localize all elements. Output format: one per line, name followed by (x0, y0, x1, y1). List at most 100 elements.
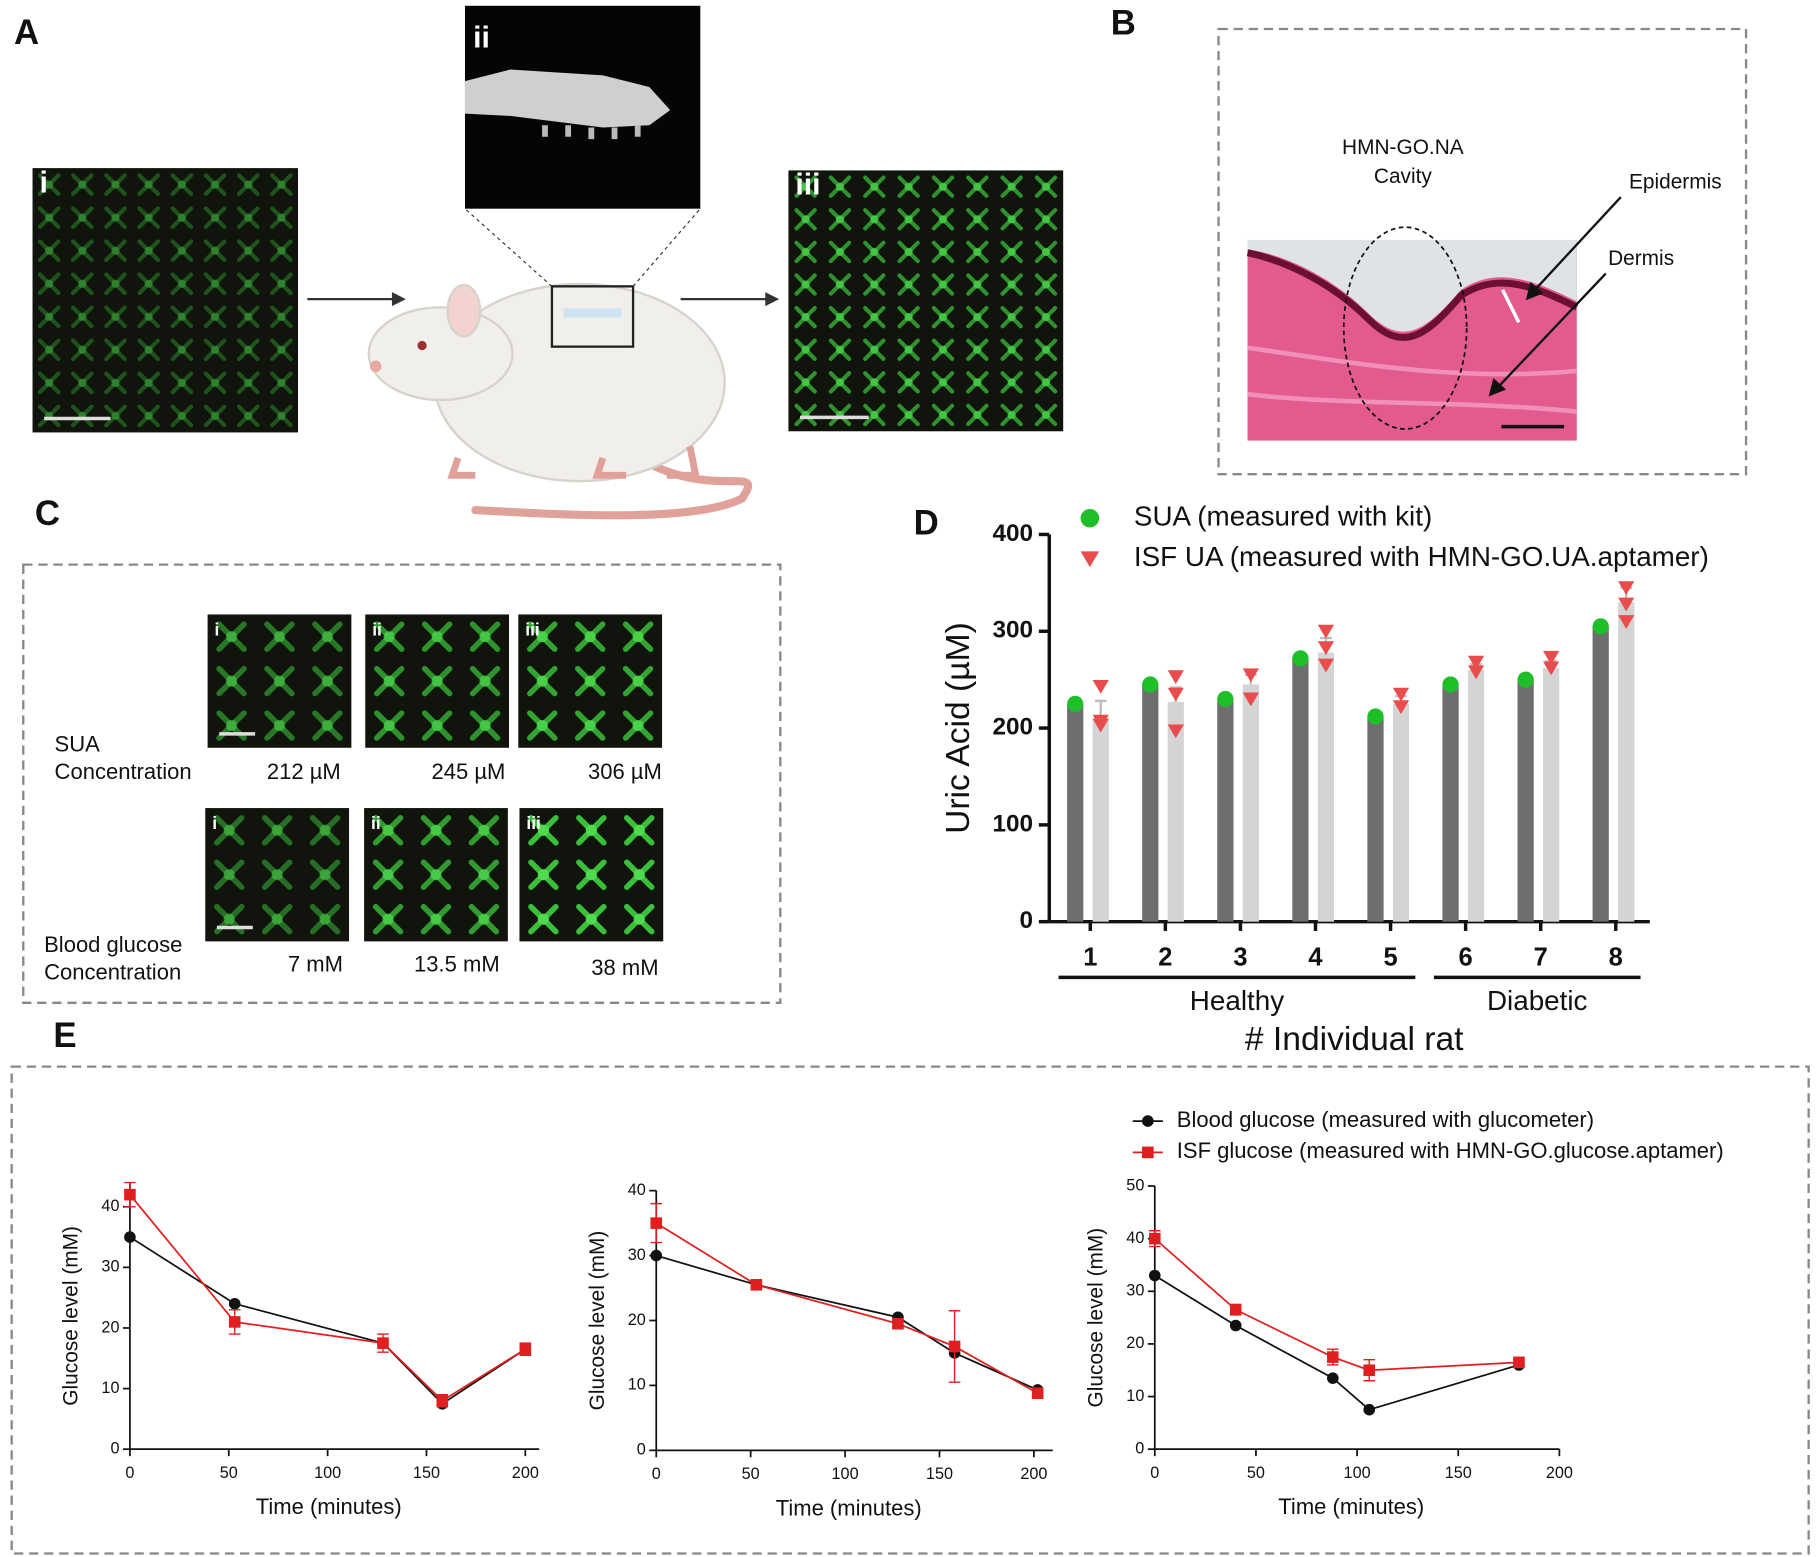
needle-spot (973, 215, 982, 224)
inset-label: ii (372, 619, 382, 639)
y-tick-label: 10 (101, 1379, 119, 1397)
bar (1442, 684, 1459, 922)
needle-spot (44, 213, 54, 222)
x-tick-label: 150 (1445, 1464, 1472, 1482)
needle-spot (633, 869, 645, 881)
zoom-line (464, 208, 553, 287)
data-point (1229, 1303, 1242, 1316)
data-point (1363, 1403, 1376, 1416)
y-tick-label: 20 (1126, 1334, 1144, 1352)
needle-spot (973, 247, 982, 257)
needle-spot (70, 404, 94, 428)
needle-spot (78, 246, 87, 255)
data-point (1467, 655, 1485, 670)
concentration: 7 mM (288, 952, 343, 977)
data-point (1317, 658, 1335, 673)
needle-spot (478, 869, 490, 881)
y-tick-label: 10 (628, 1376, 646, 1394)
panel-frame (1217, 27, 1748, 476)
concentration: 38 mM (591, 955, 658, 980)
needle-spot (104, 239, 127, 263)
needle-spot (210, 213, 220, 222)
y-axis-label: Glucose level (mM) (1084, 1228, 1107, 1408)
needle-spot (835, 215, 845, 224)
needle-spot (144, 213, 153, 222)
legend-label: ISF glucose (measured with HMN-GO.glucos… (1177, 1138, 1724, 1163)
y-tick-label: 0 (637, 1441, 646, 1459)
x-tick-label: 0 (125, 1464, 134, 1482)
needle-spot (236, 239, 260, 263)
annotation: HMN-GO.NA (1342, 136, 1464, 159)
needle-spot (104, 305, 127, 329)
needle-spot (1007, 345, 1016, 354)
arrow-head (765, 292, 780, 307)
y-tick-label: 100 (992, 810, 1033, 837)
x-tick-label: 3 (1233, 944, 1247, 972)
micrograph (32, 168, 299, 433)
data-point (377, 1337, 389, 1349)
bar (1167, 701, 1184, 922)
bar (1092, 718, 1109, 922)
x-tick-label: 150 (926, 1465, 953, 1483)
needle-spot (1007, 313, 1016, 322)
panel-frame (10, 1065, 1810, 1555)
needle-spot (870, 378, 879, 387)
x-tick-label: 100 (832, 1465, 859, 1483)
data-point (892, 1317, 904, 1330)
group-label: Healthy (1190, 985, 1284, 1016)
needle-spot (111, 411, 120, 421)
needle-spot (277, 279, 286, 288)
needle-spot (383, 675, 395, 687)
y-tick-label: 40 (1126, 1229, 1144, 1247)
data-point (1363, 1364, 1376, 1377)
needle-spot (1007, 247, 1016, 257)
needle-spot (1041, 378, 1051, 387)
needle-spot (938, 313, 948, 322)
bar (1592, 626, 1609, 922)
row-label: Concentration (55, 759, 192, 784)
y-tick-label: 300 (992, 617, 1033, 644)
needle-spot (277, 213, 286, 222)
needle-spot (478, 913, 490, 925)
needle-spot (70, 272, 94, 296)
data-point (228, 1316, 241, 1328)
data-point (1031, 1387, 1044, 1400)
needle-spot (973, 378, 982, 387)
row-label: Concentration (44, 960, 181, 985)
inset-label: i (212, 813, 217, 833)
needle-spot (321, 675, 333, 687)
needle-spot (973, 182, 982, 191)
row-label: Blood glucose (44, 932, 182, 957)
data-point (1592, 618, 1609, 635)
needle-spot (44, 279, 54, 288)
y-tick-label: 30 (628, 1246, 646, 1264)
needle-spot (537, 824, 550, 836)
needle-spot (244, 378, 253, 388)
arrow-head (1488, 377, 1507, 397)
needle-spot (479, 719, 491, 732)
needle-spot (144, 345, 153, 354)
panel-label: B (1111, 5, 1136, 43)
needle-spot (904, 345, 913, 354)
group-label: Diabetic (1487, 985, 1588, 1016)
data-point (1080, 508, 1100, 528)
bar (1543, 668, 1560, 922)
needle-spot (938, 378, 948, 387)
needle-spot (236, 404, 260, 428)
needle-spot (70, 206, 94, 230)
needle-spot (632, 719, 644, 732)
needle-spot (144, 180, 153, 189)
needle-spot (870, 313, 879, 322)
bar (1367, 716, 1384, 922)
data-point (1242, 668, 1259, 683)
needle-spot (244, 180, 253, 189)
data-point (124, 1231, 136, 1243)
data-point (1618, 581, 1635, 596)
panel-label: A (14, 14, 39, 52)
needle-spot (904, 182, 913, 191)
needle-spot (37, 338, 61, 362)
needle-spot (111, 213, 120, 222)
x-tick-label: 200 (512, 1464, 539, 1482)
